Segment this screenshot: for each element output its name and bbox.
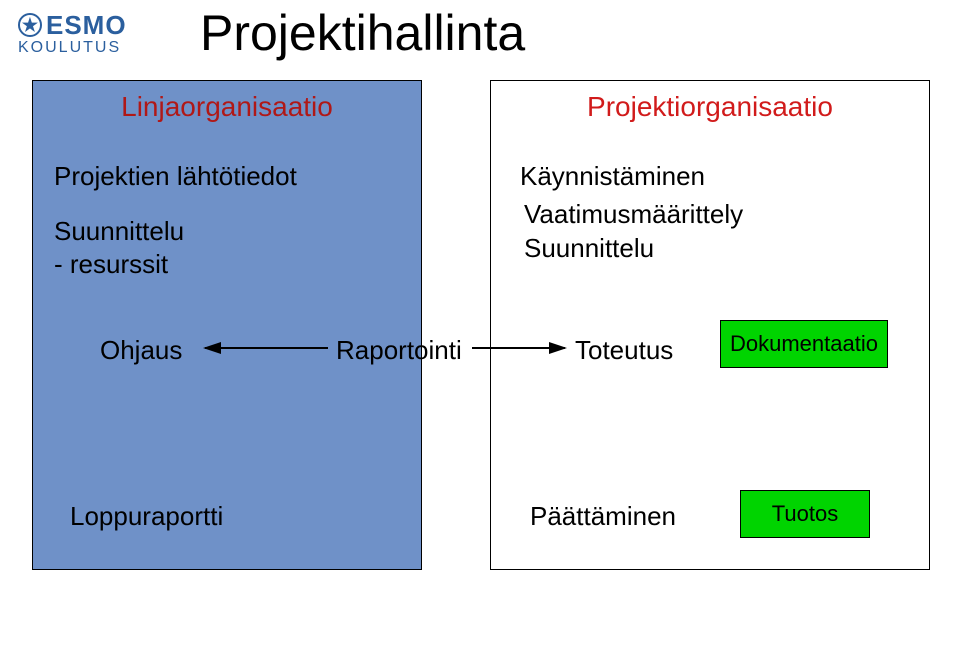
- logo-name: ESMO: [46, 12, 127, 38]
- logo: ★ ESMO KOULUTUS: [18, 12, 127, 56]
- left-panel-header: Linjaorganisaatio: [33, 81, 421, 123]
- right-item-suunnittelu: Suunnittelu: [524, 232, 654, 265]
- page-title: Projektihallinta: [200, 4, 525, 62]
- left-item-resurssit: - resurssit: [54, 248, 168, 281]
- left-item-suunnittelu: Suunnittelu: [54, 215, 184, 248]
- star-icon: ★: [18, 13, 42, 37]
- left-item-ohjaus: Ohjaus: [100, 334, 182, 367]
- left-item-loppuraportti: Loppuraportti: [70, 500, 223, 533]
- connector-label: Raportointi: [336, 334, 462, 367]
- right-panel-header: Projektiorganisaatio: [491, 81, 929, 123]
- logo-sub: KOULUTUS: [18, 40, 127, 56]
- left-item-lahtotiedot: Projektien lähtötiedot: [54, 160, 297, 193]
- right-item-vaatimusmaarittely: Vaatimusmäärittely: [524, 198, 743, 231]
- left-panel: Linjaorganisaatio: [32, 80, 422, 570]
- green-box-tuotos: Tuotos: [740, 490, 870, 538]
- right-item-kaynnistaminen: Käynnistäminen: [520, 160, 705, 193]
- right-item-toteutus: Toteutus: [575, 334, 673, 367]
- green-box-dokumentaatio: Dokumentaatio: [720, 320, 888, 368]
- right-item-paattaminen: Päättäminen: [530, 500, 676, 533]
